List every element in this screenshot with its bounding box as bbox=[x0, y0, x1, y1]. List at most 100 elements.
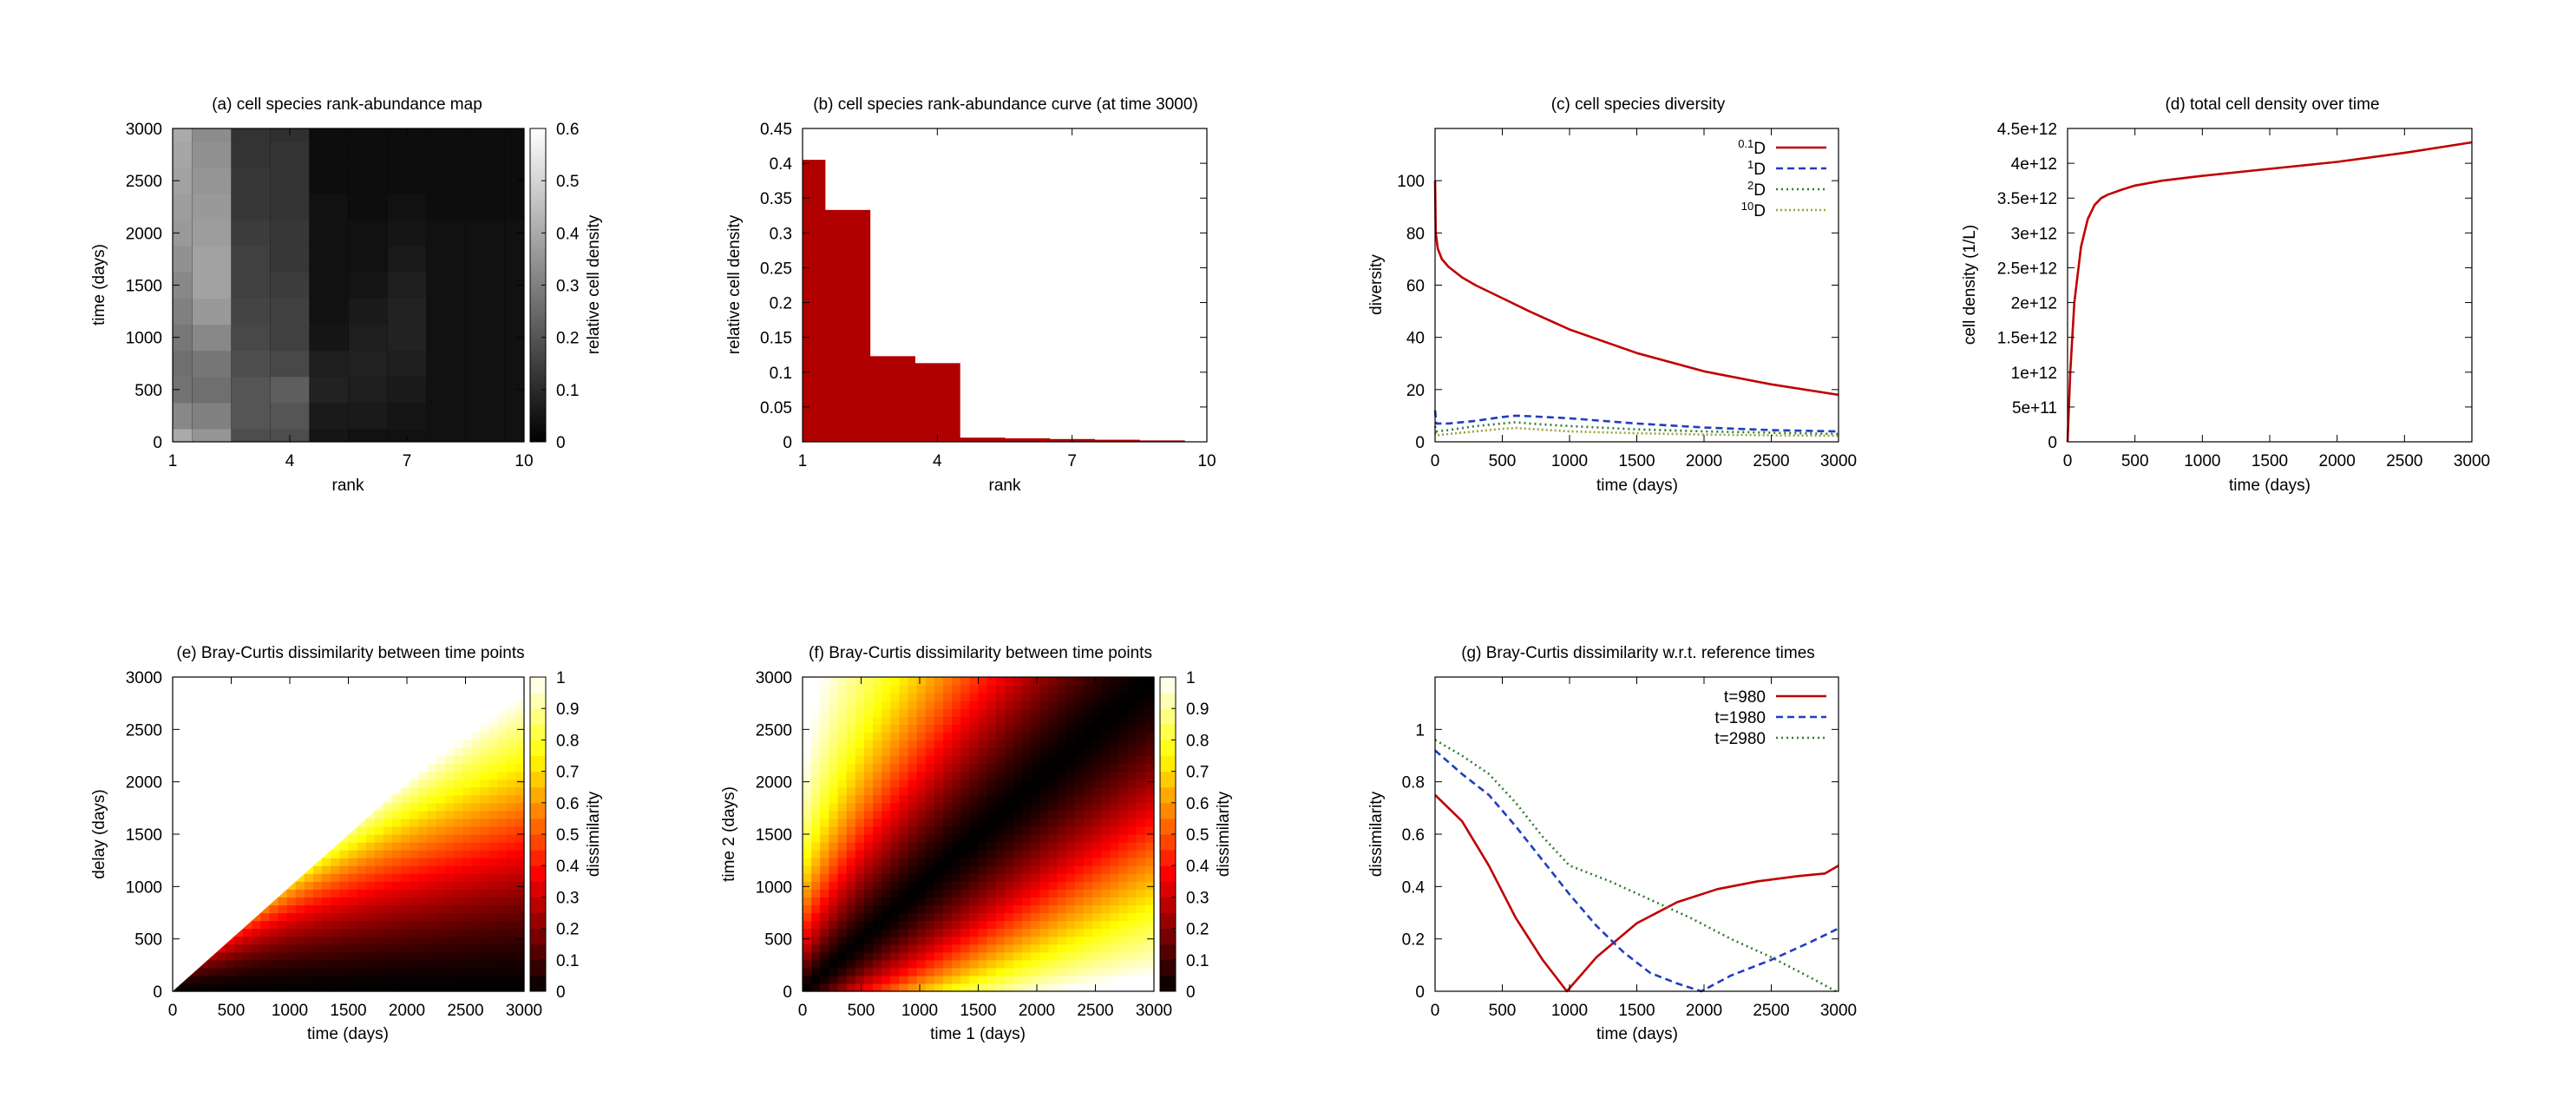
heatmap-cell bbox=[829, 881, 839, 890]
heatmap-cell bbox=[916, 740, 927, 749]
heatmap-cell bbox=[309, 376, 349, 404]
heatmap-cell bbox=[952, 865, 961, 874]
heatmap-cell bbox=[313, 967, 323, 977]
heatmap-cell bbox=[908, 724, 918, 733]
heatmap-cell bbox=[252, 975, 261, 984]
heatmap-cell bbox=[960, 716, 970, 725]
heatmap-cell bbox=[471, 779, 481, 788]
heatmap-cell bbox=[863, 755, 874, 765]
heatmap-cell bbox=[515, 810, 525, 819]
heatmap-cell bbox=[925, 716, 935, 725]
heatmap-cell bbox=[995, 747, 1006, 757]
heatmap-cell bbox=[1144, 920, 1155, 930]
heatmap-cell bbox=[497, 936, 508, 945]
heatmap-cell bbox=[252, 983, 261, 992]
heatmap-cell bbox=[1084, 708, 1093, 717]
heatmap-cell bbox=[331, 897, 340, 906]
heatmap-cell bbox=[1127, 983, 1137, 992]
heatmap-cell bbox=[1022, 904, 1032, 914]
heatmap-cell bbox=[829, 708, 839, 717]
heatmap-cell bbox=[295, 967, 305, 977]
heatmap-cell bbox=[480, 983, 490, 992]
heatmap-cell bbox=[313, 904, 323, 914]
heatmap-cell bbox=[803, 732, 812, 740]
heatmap-cell bbox=[173, 402, 193, 430]
heatmap-cell bbox=[899, 936, 909, 945]
heatmap-cell bbox=[286, 928, 297, 937]
heatmap-cell bbox=[1101, 889, 1111, 898]
heatmap-cell bbox=[934, 786, 944, 796]
heatmap-cell bbox=[1031, 794, 1040, 804]
heatmap-cell bbox=[934, 865, 944, 874]
heatmap-cell bbox=[1048, 850, 1059, 858]
heatmap-cell bbox=[436, 944, 446, 953]
heatmap-cell bbox=[462, 873, 472, 882]
heatmap-cell bbox=[969, 850, 980, 858]
heatmap-cell bbox=[925, 724, 935, 733]
heatmap-cell bbox=[365, 967, 376, 977]
heatmap-cell bbox=[331, 865, 340, 874]
heatmap-cell bbox=[811, 700, 821, 709]
heatmap-cell bbox=[1022, 693, 1032, 701]
heatmap-cell bbox=[855, 983, 865, 992]
colorbar-tick-label: 0.1 bbox=[1186, 952, 1209, 970]
heatmap-cell bbox=[1084, 889, 1093, 898]
heatmap-cell bbox=[943, 928, 953, 937]
heatmap-cell bbox=[837, 825, 848, 835]
heatmap-cell bbox=[365, 810, 376, 819]
heatmap-cell bbox=[462, 810, 472, 819]
heatmap-cell bbox=[365, 928, 376, 937]
heatmap-cell bbox=[427, 810, 437, 819]
heatmap-cell bbox=[471, 881, 481, 890]
heatmap-cell bbox=[986, 818, 997, 827]
heatmap-cell bbox=[1110, 936, 1120, 945]
heatmap-cell bbox=[295, 944, 305, 953]
heatmap-cell bbox=[863, 708, 874, 717]
heatmap-cell bbox=[1031, 897, 1040, 906]
heatmap-cell bbox=[339, 983, 350, 992]
heatmap-cell bbox=[1136, 825, 1146, 835]
heatmap-cell bbox=[925, 865, 935, 874]
heatmap-cell bbox=[506, 881, 516, 890]
heatmap-cell bbox=[462, 779, 472, 788]
heatmap-cell bbox=[231, 128, 271, 142]
heatmap-cell bbox=[374, 858, 384, 866]
heatmap-cell bbox=[243, 967, 252, 977]
heatmap-cell bbox=[899, 983, 909, 992]
heatmap-cell bbox=[515, 771, 525, 780]
heatmap-cell bbox=[803, 865, 812, 874]
heatmap-cell bbox=[348, 928, 358, 937]
heatmap-cell bbox=[1118, 858, 1129, 866]
heatmap-cell bbox=[890, 897, 900, 906]
heatmap-cell bbox=[995, 724, 1006, 733]
heatmap-cell bbox=[952, 850, 961, 858]
heatmap-cell bbox=[960, 897, 970, 906]
heatmap-cell bbox=[1101, 904, 1111, 914]
heatmap-cell bbox=[899, 708, 909, 717]
heatmap-cell bbox=[899, 951, 909, 961]
heatmap-cell bbox=[855, 771, 865, 780]
y-tick-label: 100 bbox=[1397, 173, 1425, 191]
heatmap-cell bbox=[260, 967, 270, 977]
heatmap-cell bbox=[916, 873, 927, 882]
heatmap-cell bbox=[401, 951, 410, 961]
heatmap-cell bbox=[278, 975, 288, 984]
heatmap-cell bbox=[1101, 834, 1111, 843]
heatmap-cell bbox=[873, 881, 882, 890]
heatmap-cell bbox=[1144, 755, 1155, 765]
heatmap-cell bbox=[820, 842, 829, 851]
heatmap-cell bbox=[1127, 920, 1137, 930]
heatmap-cell bbox=[1022, 975, 1032, 984]
heatmap-cell bbox=[890, 818, 900, 827]
heatmap-cell bbox=[1074, 685, 1085, 694]
heatmap-cell bbox=[986, 881, 997, 890]
heatmap-cell bbox=[1074, 763, 1085, 773]
heatmap-cell bbox=[392, 858, 402, 866]
heatmap-cell bbox=[506, 912, 516, 922]
heatmap-cell bbox=[908, 975, 918, 984]
heatmap-cell bbox=[427, 936, 437, 945]
heatmap-cell bbox=[1004, 755, 1014, 765]
heatmap-cell bbox=[1074, 858, 1085, 866]
heatmap-cell bbox=[934, 771, 944, 780]
heatmap-cell bbox=[925, 779, 935, 788]
